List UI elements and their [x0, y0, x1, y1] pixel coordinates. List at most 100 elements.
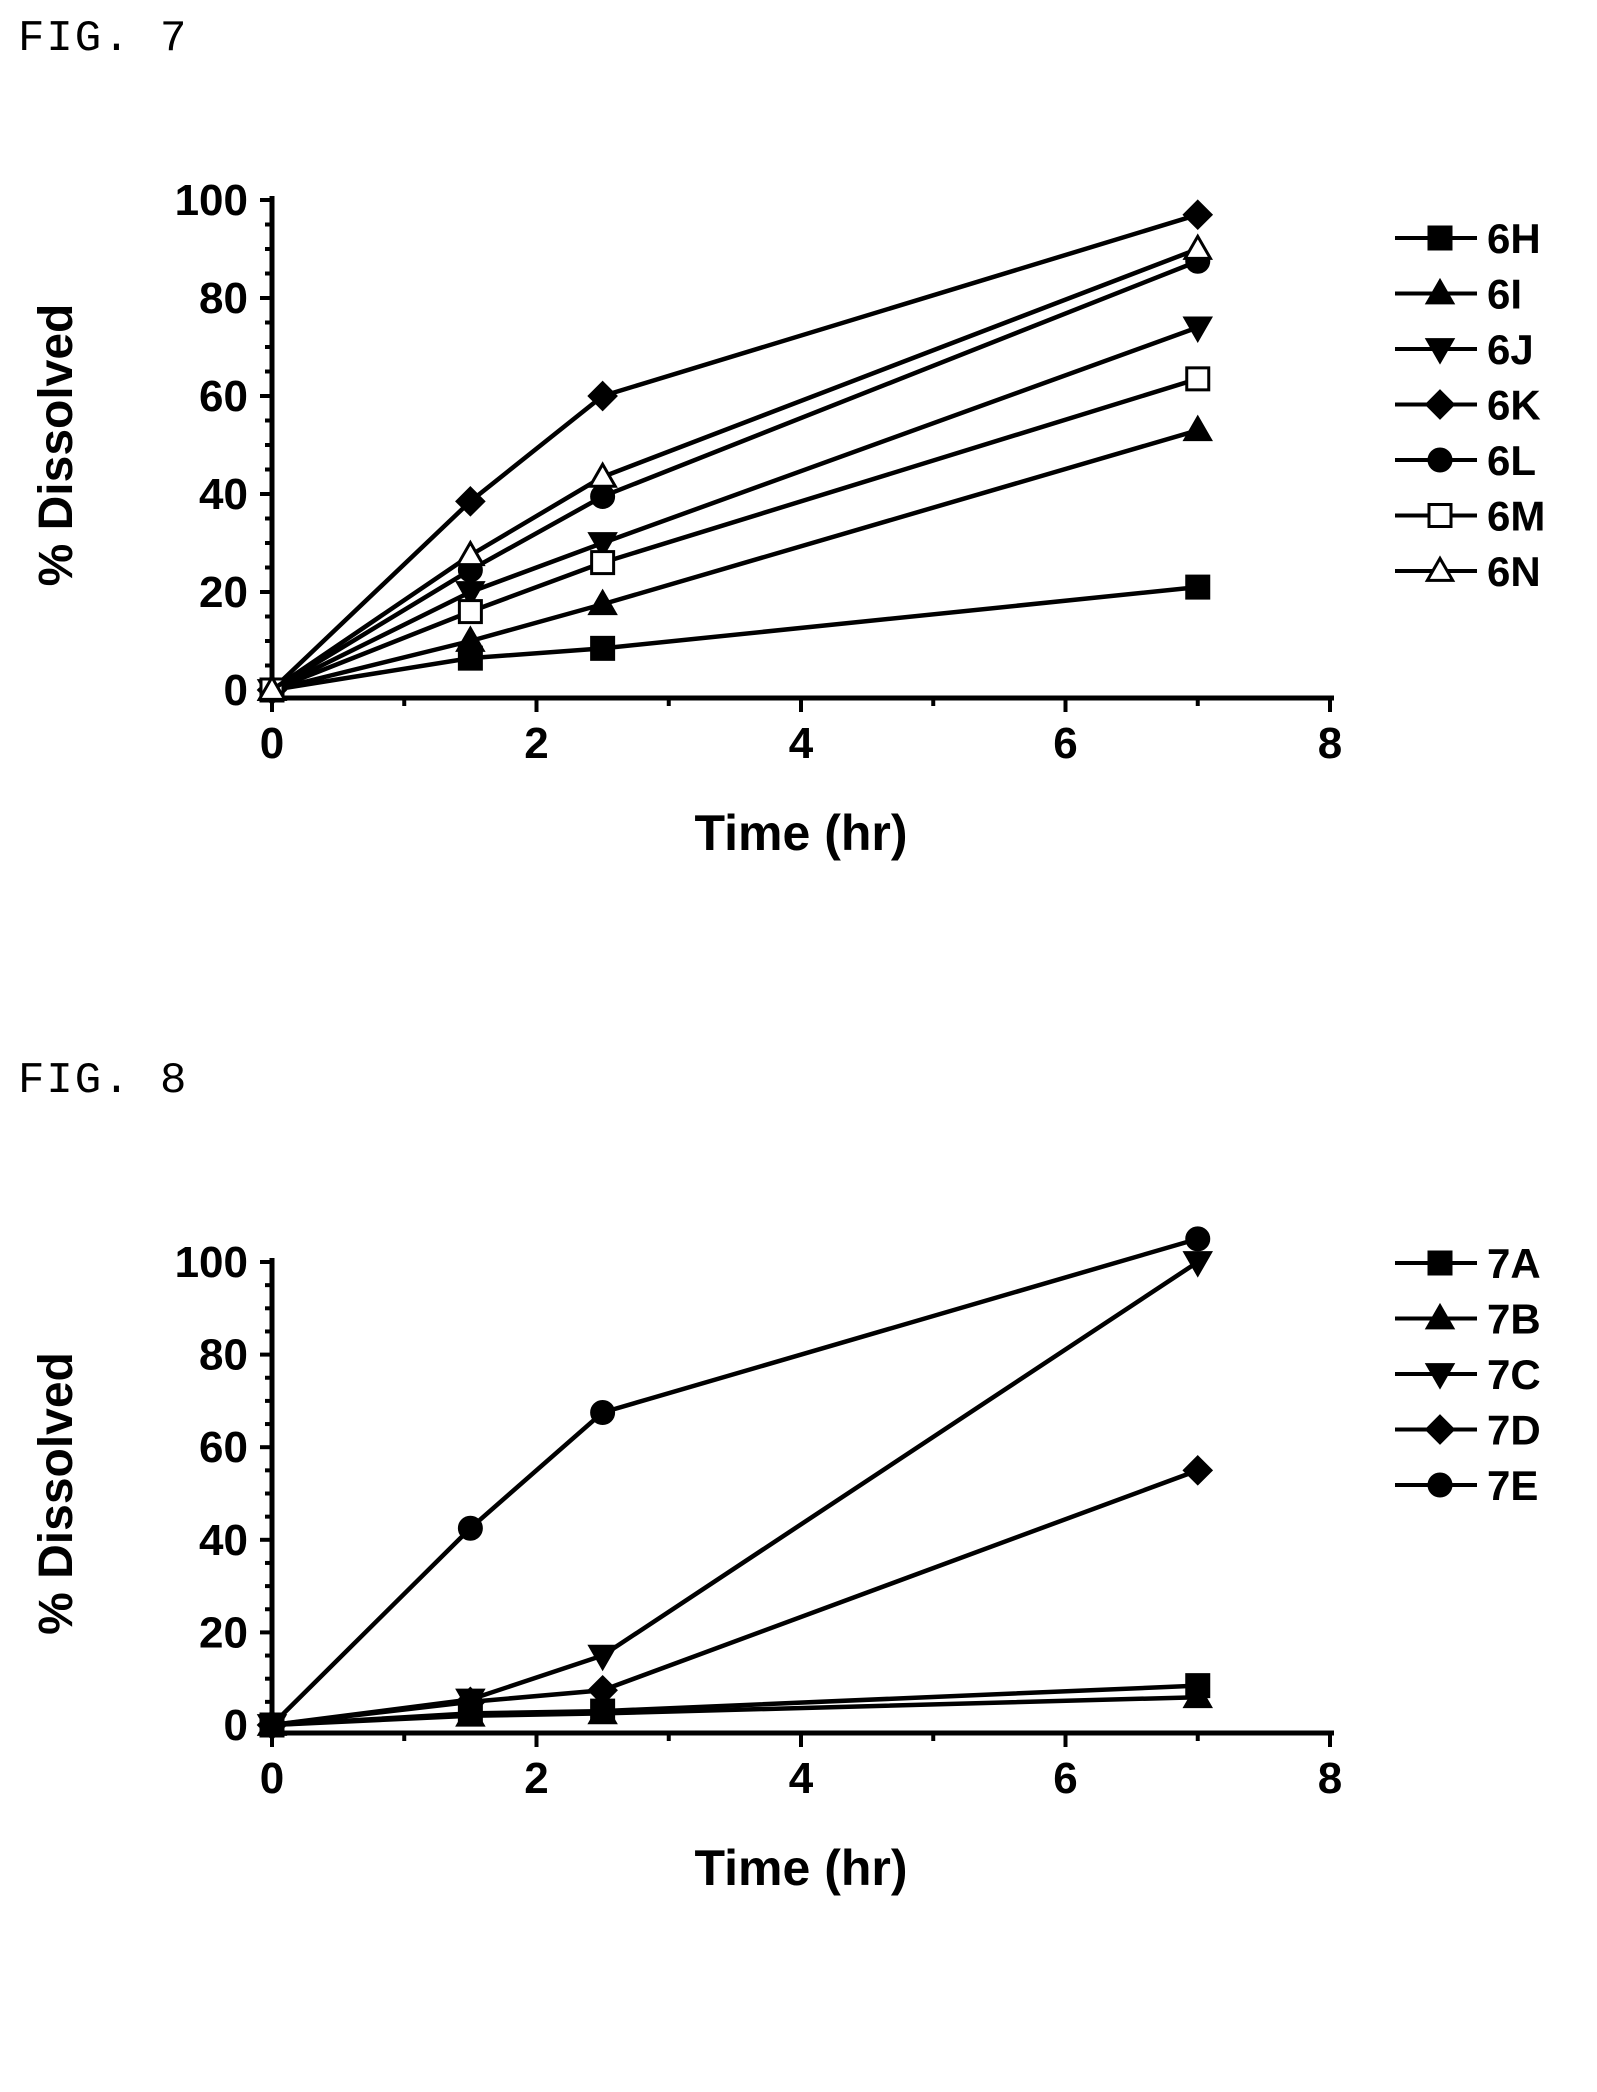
- series-line-7E: [270, 1236, 1199, 1727]
- series-line-6I: [271, 428, 1199, 693]
- figure-7-label: FIG. 7: [18, 14, 189, 64]
- x-tick-label: 0: [260, 1754, 284, 1803]
- legend-label: 7A: [1487, 1240, 1541, 1287]
- series-line-6J: [271, 325, 1199, 693]
- y-tick-label: 80: [199, 1331, 248, 1380]
- series-6M: [259, 366, 1211, 703]
- legend-item-6K: 6K: [1395, 382, 1541, 429]
- data-point-6M: [590, 550, 616, 576]
- series-line-6L: [270, 259, 1199, 692]
- legend-marker: [1427, 503, 1453, 528]
- legend-label: 6I: [1487, 271, 1522, 318]
- data-point-7B: [1182, 1681, 1213, 1709]
- legend-item-6H: 6H: [1395, 215, 1541, 262]
- legend-item-6N: 6N: [1395, 548, 1541, 595]
- series-line-6M: [271, 376, 1199, 693]
- x-axis-title: Time (hr): [695, 1840, 908, 1896]
- data-point-6K: [587, 380, 618, 412]
- y-tick-label: 100: [175, 176, 248, 225]
- series-line-6K: [270, 212, 1199, 692]
- series-6J: [256, 316, 1213, 706]
- data-point-6N: [587, 461, 618, 488]
- legend-marker: [1424, 277, 1456, 305]
- legend-marker: [1424, 1363, 1456, 1390]
- x-tick-label: 6: [1053, 1754, 1077, 1803]
- series-line-7D: [271, 1468, 1199, 1728]
- data-point-7E: [590, 1399, 616, 1425]
- y-tick-label: 20: [199, 568, 248, 617]
- x-tick-label: 6: [1053, 719, 1077, 768]
- legend-marker: [1424, 338, 1456, 365]
- data-point-7E: [259, 1712, 285, 1738]
- data-point-7D: [587, 1674, 618, 1706]
- x-tick-label: 2: [524, 719, 548, 768]
- y-tick-label: 40: [199, 1516, 248, 1565]
- data-point-6I: [1182, 414, 1213, 442]
- y-tick-label: 0: [224, 1701, 248, 1750]
- legend-item-6J: 6J: [1395, 326, 1534, 373]
- data-point-6J: [1182, 316, 1213, 344]
- legend-item-7A: 7A: [1395, 1240, 1541, 1287]
- legend-label: 6L: [1487, 437, 1536, 484]
- legend-label: 7E: [1487, 1462, 1538, 1509]
- data-point-6H: [1185, 574, 1211, 600]
- legend-label: 7C: [1487, 1351, 1541, 1398]
- legend-label: 7D: [1487, 1407, 1541, 1454]
- legend-marker: [1424, 1302, 1456, 1330]
- data-point-6L: [590, 483, 616, 509]
- series-7E: [259, 1226, 1211, 1738]
- legend-label: 6K: [1487, 382, 1541, 429]
- legend-marker: [1427, 225, 1453, 251]
- y-tick-label: 60: [199, 372, 248, 421]
- series-line-7C: [271, 1260, 1199, 1728]
- series-line-6H: [271, 584, 1198, 693]
- x-tick-label: 2: [524, 1754, 548, 1803]
- legend-marker: [1427, 1472, 1453, 1498]
- y-tick-label: 20: [199, 1608, 248, 1657]
- y-tick-label: 80: [199, 274, 248, 323]
- legend-label: 6N: [1487, 548, 1541, 595]
- legend-label: 6M: [1487, 493, 1545, 540]
- legend-item-6I: 6I: [1395, 271, 1522, 318]
- x-tick-label: 8: [1318, 1754, 1342, 1803]
- legend-label: 7B: [1487, 1296, 1541, 1343]
- legend-marker: [1424, 389, 1456, 420]
- data-point-6I: [455, 625, 486, 652]
- legend-item-7B: 7B: [1395, 1296, 1541, 1343]
- data-point-7C: [587, 1644, 618, 1672]
- x-tick-label: 4: [789, 719, 814, 768]
- y-axis-title: % Dissolved: [30, 304, 83, 587]
- figure-7-chart: 0 20 40 60 80 100 0 2 4 6 8 Time (hr) % Dissolved 6H 6…: [30, 176, 1545, 861]
- series-7C: [256, 1251, 1213, 1741]
- data-point-6N: [256, 674, 288, 701]
- data-point-6M: [457, 599, 483, 625]
- legend-label: 6H: [1487, 215, 1541, 262]
- data-point-7D: [1182, 1455, 1214, 1486]
- legend-item-6M: 6M: [1395, 493, 1545, 540]
- data-point-7D: [455, 1686, 486, 1718]
- data-point-6J: [587, 532, 618, 559]
- series-6I: [256, 414, 1213, 701]
- data-point-7E: [457, 1515, 483, 1541]
- data-point-6M: [1185, 366, 1211, 392]
- legend-item-6L: 6L: [1395, 437, 1536, 484]
- legend-marker: [1424, 1414, 1456, 1445]
- data-point-6K: [1182, 199, 1214, 231]
- legend-marker: [1427, 1250, 1453, 1276]
- y-tick-label: 100: [175, 1238, 248, 1287]
- x-tick-label: 8: [1318, 719, 1342, 768]
- y-tick-label: 0: [224, 666, 248, 715]
- x-tick-label: 0: [260, 719, 284, 768]
- legend-label: 6J: [1487, 326, 1534, 373]
- legend-item-7D: 7D: [1395, 1407, 1541, 1454]
- figure-8-label: FIG. 8: [18, 1056, 189, 1106]
- data-point-6N: [455, 539, 486, 567]
- series-6N: [256, 233, 1213, 701]
- series-7A: [259, 1673, 1211, 1738]
- series-line-7B: [271, 1694, 1198, 1728]
- legend-item-7C: 7C: [1395, 1351, 1541, 1398]
- data-point-6I: [587, 588, 618, 616]
- data-point-6J: [455, 581, 486, 608]
- y-tick-label: 60: [199, 1423, 248, 1472]
- legend-item-7E: 7E: [1395, 1462, 1538, 1509]
